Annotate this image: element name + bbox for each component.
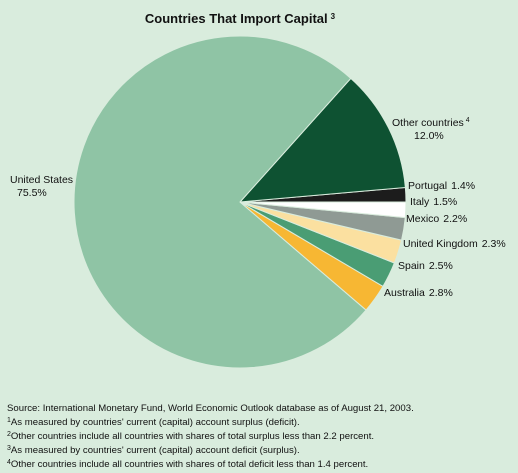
footnote-2: 2Other countries include all countries w… <box>7 431 375 442</box>
footnotes: Source: International Monetary Fund, Wor… <box>7 403 512 471</box>
label-mexico: Mexico 2.2% <box>406 213 467 225</box>
label-united-kingdom: United Kingdom 2.3% <box>403 238 506 250</box>
label-united-states: United States <box>10 174 73 186</box>
chart-title: Countries That Import Capital 3 <box>145 11 336 26</box>
label-australia: Australia 2.8% <box>384 287 453 299</box>
value-united-states: 75.5% <box>17 187 47 199</box>
footnote-3: 3As measured by countries' current (capi… <box>7 445 300 456</box>
pie-chart: Countries That Import Capital 3 Other cou… <box>10 11 506 369</box>
slice-united-states <box>73 35 367 369</box>
label-other-countries: Other countries 4 <box>392 117 470 129</box>
footnote-4: 4Other countries include all countries w… <box>7 459 369 470</box>
slice-italy <box>239 201 407 219</box>
label-spain: Spain 2.5% <box>398 260 453 272</box>
pie-slices <box>73 35 407 369</box>
slice-other-countries <box>238 77 406 203</box>
footnote-1: 1As measured by countries' current (capi… <box>7 417 300 428</box>
value-other-countries: 12.0% <box>414 130 444 142</box>
source-note: Source: International Monetary Fund, Wor… <box>7 403 414 414</box>
label-italy: Italy 1.5% <box>410 196 457 208</box>
label-portugal: Portugal 1.4% <box>408 180 475 192</box>
